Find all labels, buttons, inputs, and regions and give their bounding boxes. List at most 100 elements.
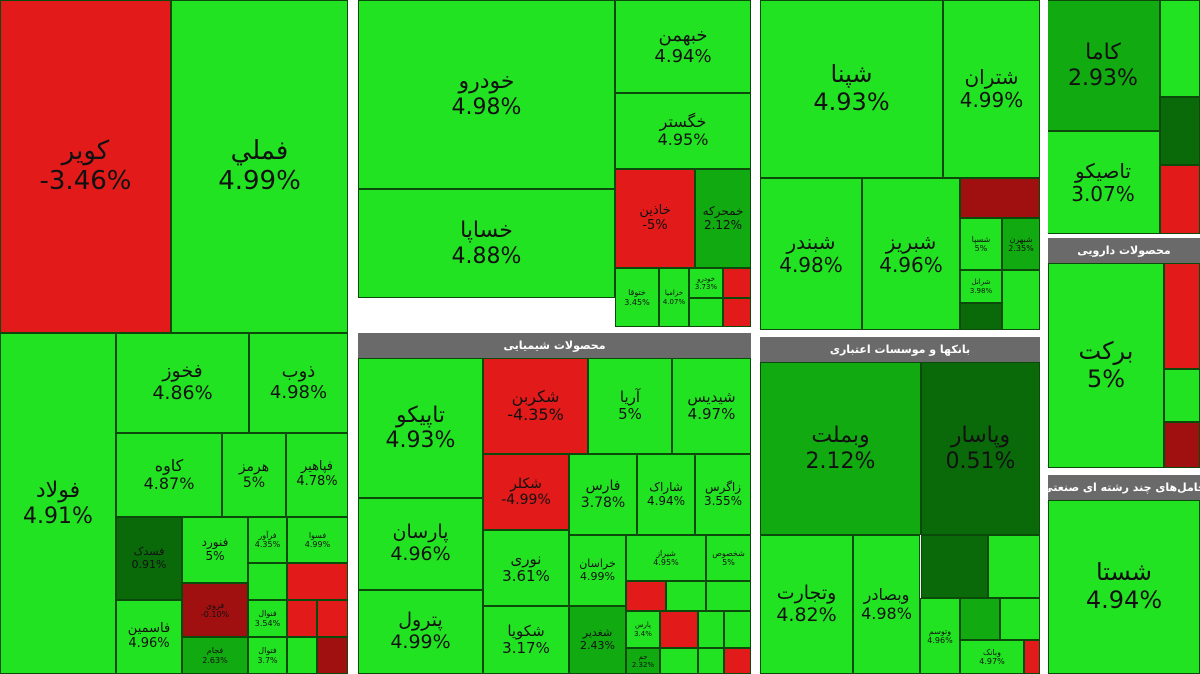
treemap-tile[interactable]: شتران 4.99%: [943, 0, 1040, 178]
treemap-tile[interactable]: فاسمين 4.96%: [116, 600, 182, 674]
treemap-tile[interactable]: شرانل 3.98%: [960, 270, 1002, 303]
treemap-tile[interactable]: [723, 268, 751, 298]
treemap-tile[interactable]: [287, 600, 317, 637]
treemap-tile[interactable]: [1002, 270, 1040, 330]
group-header[interactable]: حامل‌های چند رشته ای صنعتی: [1048, 475, 1200, 500]
treemap-tile[interactable]: كوير -3.46%: [0, 0, 171, 333]
treemap-tile[interactable]: [689, 298, 723, 327]
treemap-tile[interactable]: خاذين -5%: [615, 169, 695, 268]
treemap-tile[interactable]: شخصوص 5%: [706, 535, 751, 581]
treemap-tile[interactable]: [1164, 369, 1200, 422]
group-header[interactable]: محصولات شیمیایی: [358, 333, 751, 358]
treemap-tile[interactable]: خساپا 4.88%: [358, 189, 615, 298]
treemap-tile[interactable]: تاپیکو 4.93%: [358, 358, 483, 498]
treemap-tile[interactable]: [988, 535, 1040, 598]
treemap-tile[interactable]: [287, 563, 348, 600]
treemap-tile[interactable]: خودرو 3.73%: [689, 268, 723, 298]
treemap-tile[interactable]: وبملت 2.12%: [760, 362, 921, 535]
treemap-tile[interactable]: فروي -0.10%: [182, 583, 248, 637]
treemap-tile[interactable]: خراسان 4.99%: [569, 535, 626, 606]
treemap-tile[interactable]: [248, 563, 287, 600]
treemap-tile[interactable]: [698, 611, 724, 648]
treemap-tile[interactable]: [1160, 97, 1200, 165]
treemap-tile[interactable]: [1160, 165, 1200, 234]
treemap-tile[interactable]: [724, 611, 751, 648]
treemap-tile[interactable]: [1164, 422, 1200, 468]
treemap-tile[interactable]: شغدیر 2.43%: [569, 606, 626, 674]
treemap-tile[interactable]: شکربن -4.35%: [483, 358, 588, 454]
treemap-tile[interactable]: [960, 303, 1002, 330]
treemap-tile[interactable]: [1160, 0, 1200, 97]
treemap-tile[interactable]: شپنا 4.93%: [760, 0, 943, 178]
treemap-tile[interactable]: پارسان 4.96%: [358, 498, 483, 590]
treemap-tile[interactable]: خودرو 4.98%: [358, 0, 615, 189]
treemap-tile[interactable]: خزامیا 4.07%: [659, 268, 689, 327]
treemap-tile[interactable]: وپاسار 0.51%: [921, 362, 1040, 535]
treemap-tile[interactable]: [706, 581, 751, 611]
treemap-tile[interactable]: [723, 298, 751, 327]
tile-change: 5%: [618, 405, 642, 423]
treemap-tile[interactable]: خبهمن 4.94%: [615, 0, 751, 93]
treemap-tile[interactable]: [317, 637, 348, 674]
treemap-tile[interactable]: [1000, 598, 1040, 640]
treemap-tile[interactable]: خمحرکه 2.12%: [695, 169, 751, 268]
treemap-tile[interactable]: ختوقا 3.45%: [615, 268, 659, 327]
treemap-tile[interactable]: برکت 5%: [1048, 263, 1164, 468]
treemap-tile[interactable]: پارس 3.4%: [626, 611, 660, 648]
treemap-tile[interactable]: فارس 3.78%: [569, 454, 637, 535]
treemap-tile[interactable]: وبصادر 4.98%: [853, 535, 920, 674]
treemap-tile[interactable]: وتوسم 4.96%: [920, 598, 960, 674]
treemap-tile[interactable]: فرآور 4.35%: [248, 517, 287, 563]
treemap-tile[interactable]: شبندر 4.98%: [760, 178, 862, 330]
treemap-tile[interactable]: فخوز 4.86%: [116, 333, 249, 433]
treemap-tile[interactable]: شیراز 4.95%: [626, 535, 706, 581]
treemap-tile[interactable]: شستا 4.94%: [1048, 500, 1200, 674]
treemap-tile[interactable]: وتجارت 4.82%: [760, 535, 853, 674]
treemap-tile[interactable]: شسپا 5%: [960, 218, 1002, 270]
treemap-tile[interactable]: وبانک 4.97%: [960, 640, 1024, 674]
treemap-tile[interactable]: [960, 178, 1040, 218]
treemap-tile[interactable]: فولاد 4.91%: [0, 333, 116, 674]
treemap-tile[interactable]: کاما 2.93%: [1046, 0, 1160, 131]
treemap-tile[interactable]: [960, 598, 1000, 640]
treemap-tile[interactable]: زاگرس 3.55%: [695, 454, 751, 535]
treemap-tile[interactable]: ذوب 4.98%: [249, 333, 348, 433]
treemap-tile[interactable]: فجام 2.63%: [182, 637, 248, 674]
treemap-tile[interactable]: فپاهير 4.78%: [286, 433, 348, 517]
treemap-tile[interactable]: فنورد 5%: [182, 517, 248, 583]
treemap-tile[interactable]: فملي 4.99%: [171, 0, 348, 333]
treemap-tile[interactable]: شاراک 4.94%: [637, 454, 695, 535]
treemap-tile[interactable]: [698, 648, 724, 674]
treemap-tile[interactable]: فسوا 4.99%: [287, 517, 348, 563]
treemap-tile[interactable]: فسدک 0.91%: [116, 517, 182, 600]
tile-symbol: فجام: [206, 646, 224, 656]
treemap-tile[interactable]: جم 2.32%: [626, 648, 660, 674]
treemap-tile[interactable]: نوری 3.61%: [483, 530, 569, 606]
treemap-tile[interactable]: [660, 611, 698, 648]
treemap-tile[interactable]: [724, 648, 751, 674]
treemap-tile[interactable]: شبریز 4.96%: [862, 178, 960, 330]
treemap-tile[interactable]: [921, 535, 988, 598]
treemap-tile[interactable]: [317, 600, 348, 637]
treemap-tile[interactable]: خگستر 4.95%: [615, 93, 751, 169]
group-header[interactable]: محصولات دارویی: [1048, 238, 1200, 263]
treemap-tile[interactable]: [660, 648, 698, 674]
treemap-tile[interactable]: شکویا 3.17%: [483, 606, 569, 674]
treemap-tile[interactable]: [1024, 640, 1040, 674]
treemap-tile[interactable]: پترول 4.99%: [358, 590, 483, 674]
treemap-tile[interactable]: شیدیس 4.97%: [672, 358, 751, 454]
treemap-tile[interactable]: آریا 5%: [588, 358, 672, 454]
treemap-tile[interactable]: فتوال 3.7%: [248, 637, 287, 674]
treemap-tile[interactable]: [626, 581, 666, 611]
treemap-tile[interactable]: شکلر -4.99%: [483, 454, 569, 530]
treemap-tile[interactable]: [287, 637, 317, 674]
tile-symbol: فولاد: [35, 478, 81, 504]
group-header[interactable]: بانکها و موسسات اعتباری: [760, 337, 1040, 362]
treemap-tile[interactable]: فنوال 3.54%: [248, 600, 287, 637]
treemap-tile[interactable]: تاصیکو 3.07%: [1046, 131, 1160, 234]
treemap-tile[interactable]: [1164, 263, 1200, 369]
treemap-tile[interactable]: کاوه 4.87%: [116, 433, 222, 517]
treemap-tile[interactable]: شبهرن 2.35%: [1002, 218, 1040, 270]
treemap-tile[interactable]: [666, 581, 706, 611]
treemap-tile[interactable]: هرمز 5%: [222, 433, 286, 517]
